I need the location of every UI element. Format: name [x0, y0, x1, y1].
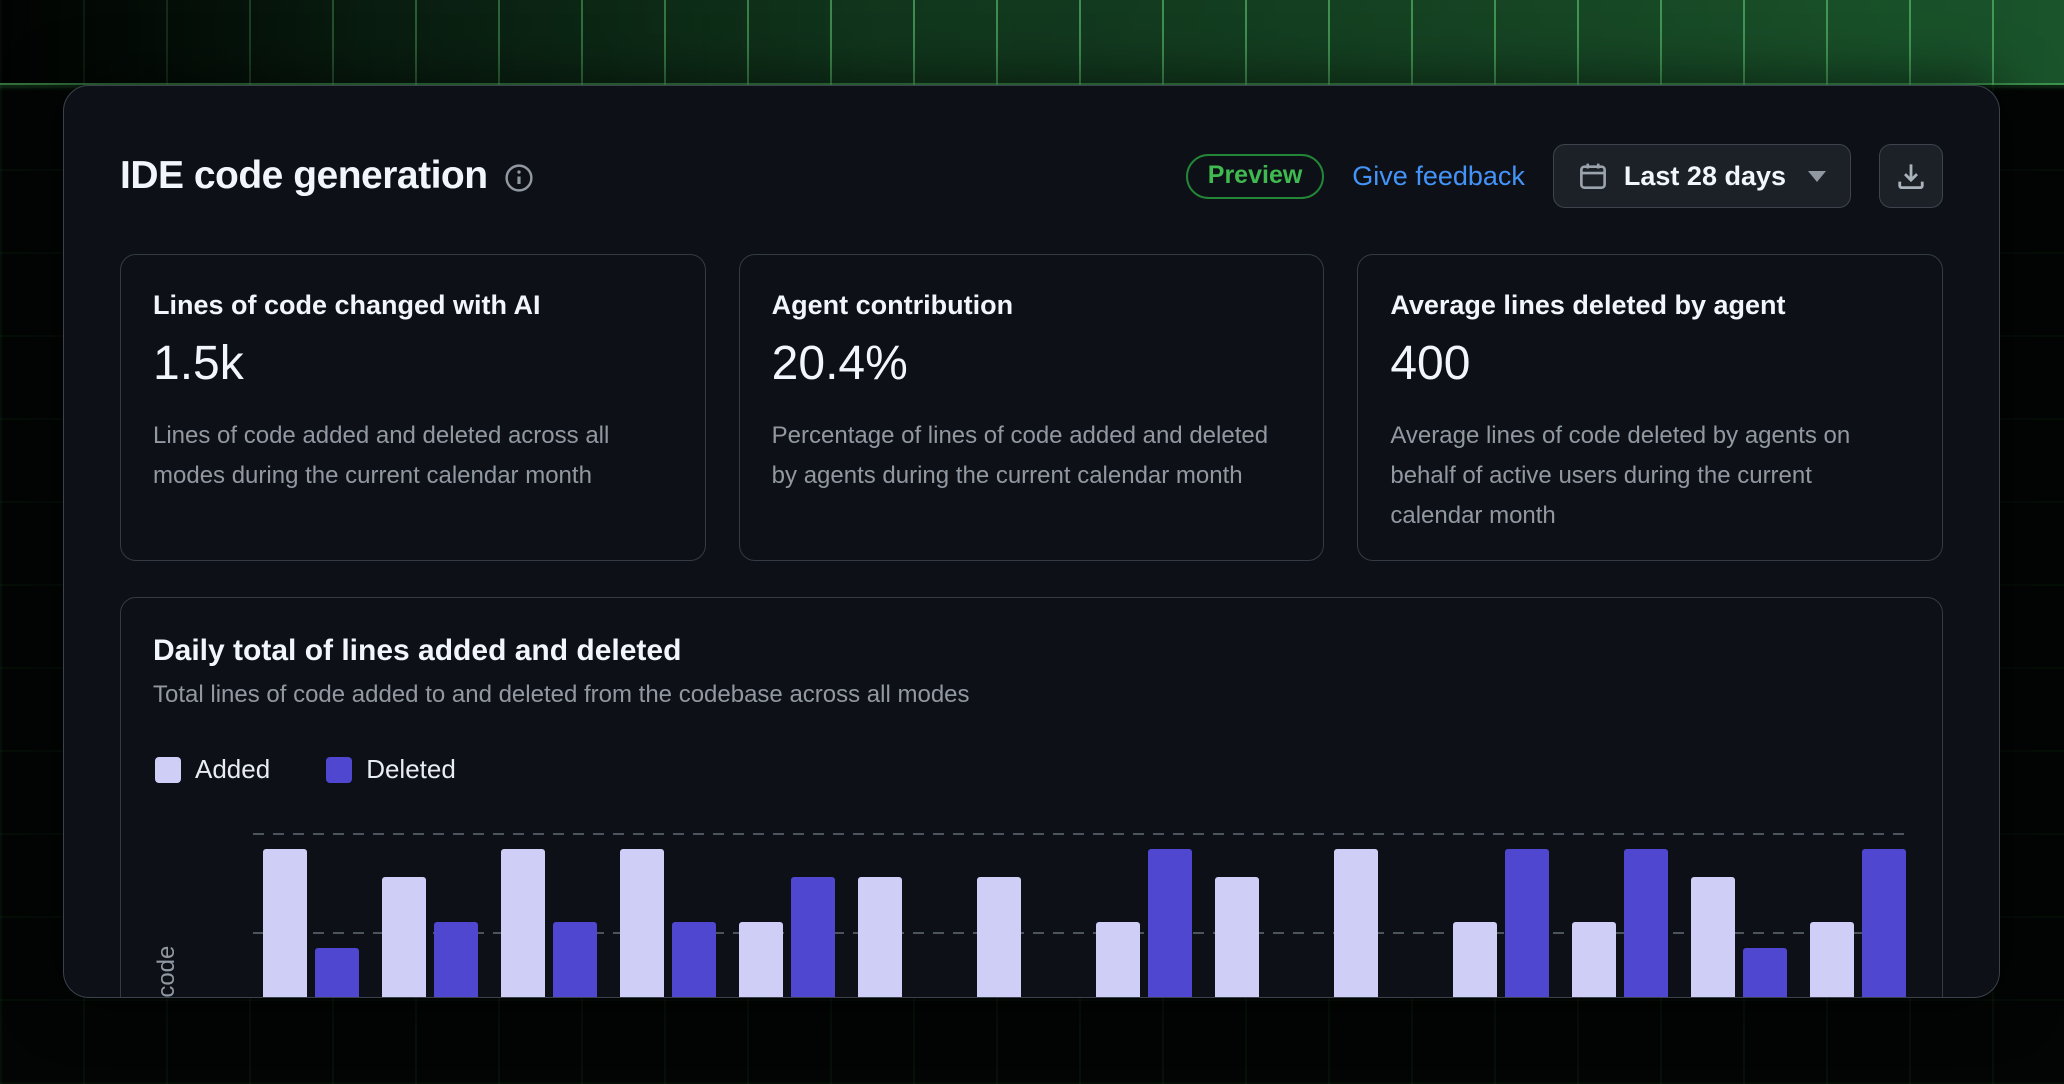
bar-group-day-1: [263, 809, 359, 997]
deleted-bar: [553, 922, 597, 997]
deleted-bar: [1743, 947, 1787, 997]
metric-cards-row: Lines of code changed with AI 1.5k Lines…: [64, 254, 1999, 561]
bar-group-day-10: [1334, 809, 1430, 997]
gridline-4k: [253, 833, 1912, 835]
deleted-bar: [1862, 848, 1906, 997]
metric-description: Average lines of code deleted by agents …: [1390, 422, 1851, 529]
chart-legend: Added Deleted: [155, 754, 1942, 785]
added-bar: [1691, 876, 1735, 997]
metric-value: 1.5k: [153, 337, 244, 390]
date-range-label: Last 28 days: [1623, 160, 1786, 191]
deleted-bar: [672, 922, 716, 997]
metric-title: Agent contribution: [771, 290, 1014, 320]
daily-lines-chart-card: Daily total of lines added and deleted T…: [120, 597, 1943, 997]
bar-group-day-13: [1691, 809, 1787, 997]
legend-item-added: Added: [155, 754, 270, 785]
bars-container: [263, 809, 1912, 997]
page-title: IDE code generation: [120, 154, 488, 197]
added-bar: [620, 848, 664, 997]
dashboard-header: IDE code generation Preview Give feedbac…: [64, 86, 1999, 208]
metric-description: Lines of code added and deleted across a…: [153, 422, 610, 489]
give-feedback-link[interactable]: Give feedback: [1352, 160, 1525, 191]
added-bar: [1453, 922, 1497, 997]
gridline-3k: [253, 932, 1912, 934]
chart-subtitle: Total lines of code added to and deleted…: [153, 681, 970, 708]
added-bar: [382, 876, 426, 997]
added-bar: [501, 848, 545, 997]
bar-group-day-2: [382, 809, 478, 997]
deleted-bar: [315, 947, 359, 997]
bar-group-day-9: [1215, 809, 1311, 997]
chevron-down-icon: [1808, 170, 1826, 182]
added-bar: [858, 876, 902, 997]
metric-card-agent-contribution: Agent contribution 20.4% Percentage of l…: [738, 254, 1325, 561]
chart-title: Daily total of lines added and deleted: [153, 634, 682, 667]
bar-group-day-7: [977, 809, 1073, 997]
legend-item-deleted: Deleted: [326, 754, 456, 785]
added-bar: [1810, 922, 1854, 997]
metric-value: 400: [1390, 337, 1471, 390]
bar-group-day-8: [1096, 809, 1192, 997]
deleted-bar: [791, 876, 835, 997]
bar-group-day-12: [1572, 809, 1668, 997]
metric-value: 20.4%: [771, 337, 908, 390]
download-button[interactable]: [1879, 144, 1943, 208]
added-bar: [739, 922, 783, 997]
metric-card-lines-changed: Lines of code changed with AI 1.5k Lines…: [120, 254, 706, 561]
metric-title: Average lines deleted by agent: [1390, 290, 1786, 320]
added-bar: [977, 876, 1021, 997]
bar-group-day-5: [739, 809, 835, 997]
deleted-bar: [1148, 848, 1192, 997]
calendar-icon: [1578, 161, 1608, 191]
bar-group-day-11: [1453, 809, 1549, 997]
metric-card-avg-lines-deleted: Average lines deleted by agent 400 Avera…: [1357, 254, 1944, 561]
legend-label: Added: [195, 754, 271, 784]
added-bar: [263, 848, 307, 997]
bar-group-day-6: [858, 809, 954, 997]
dashboard-card: IDE code generation Preview Give feedbac…: [63, 85, 2000, 998]
download-icon: [1896, 161, 1926, 191]
bar-group-day-4: [620, 809, 716, 997]
deleted-bar: [1624, 848, 1668, 997]
preview-badge[interactable]: Preview: [1185, 153, 1325, 199]
legend-swatch-added: [155, 756, 181, 783]
header-controls: Preview Give feedback Last 28 days: [1185, 144, 1943, 208]
bar-chart-plot-area: 4k 3k 2k: [253, 809, 1912, 997]
deleted-bar: [434, 922, 478, 997]
added-bar: [1096, 922, 1140, 997]
added-bar: [1215, 876, 1259, 997]
date-range-dropdown[interactable]: Last 28 days: [1552, 144, 1851, 208]
top-green-grid-decoration: [0, 0, 2064, 91]
metric-title: Lines of code changed with AI: [153, 290, 541, 320]
added-bar: [1572, 922, 1616, 997]
bar-group-day-3: [501, 809, 597, 997]
legend-swatch-deleted: [326, 756, 353, 783]
bar-group-day-14: [1810, 809, 1906, 997]
added-bar: [1334, 848, 1378, 997]
y-axis-label: Lines of code: [153, 946, 181, 997]
info-icon[interactable]: [504, 163, 534, 193]
legend-label: Deleted: [366, 754, 456, 784]
metric-description: Percentage of lines of code added and de…: [771, 422, 1269, 489]
deleted-bar: [1505, 848, 1549, 997]
